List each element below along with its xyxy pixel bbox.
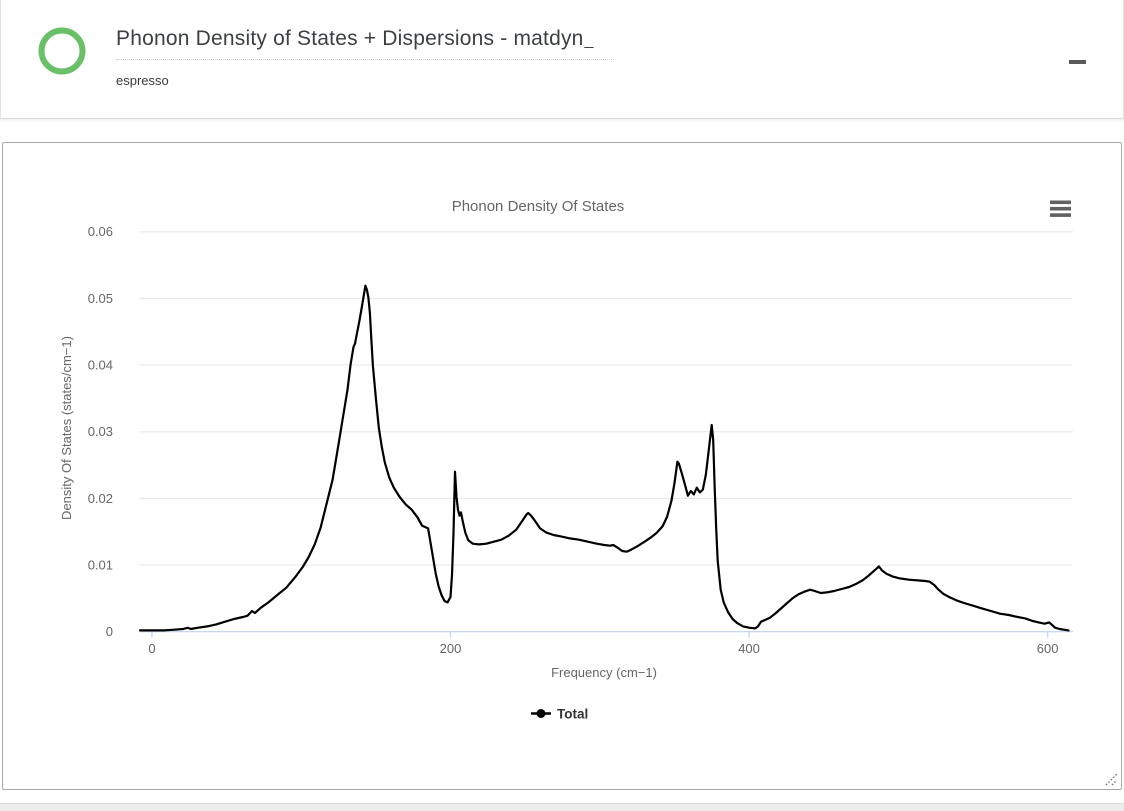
resize-handle-icon[interactable] <box>1104 772 1118 786</box>
y-axis-title: Density Of States (states/cm−1) <box>59 336 74 520</box>
app-subtitle: espresso <box>116 73 169 88</box>
green-ring-logo-icon <box>38 27 86 75</box>
svg-text:0: 0 <box>106 624 113 639</box>
series-line-total[interactable] <box>138 284 1070 632</box>
svg-text:0.06: 0.06 <box>88 224 113 239</box>
x-axis-tick-labels: 0 200 400 600 <box>148 641 1058 656</box>
svg-text:0: 0 <box>148 641 155 656</box>
bottom-bar <box>0 803 1124 811</box>
svg-text:400: 400 <box>738 641 760 656</box>
legend-item-total[interactable]: Total <box>531 707 588 722</box>
svg-text:0.01: 0.01 <box>88 558 113 573</box>
x-axis-title: Frequency (cm−1) <box>551 665 657 680</box>
chart-title: Phonon Density Of States <box>452 198 625 215</box>
hamburger-menu-icon[interactable] <box>1050 200 1071 217</box>
x-axis-line-and-ticks <box>140 631 1073 638</box>
app-title[interactable]: Phonon Density of States + Dispersions -… <box>116 27 584 50</box>
svg-text:200: 200 <box>440 641 462 656</box>
svg-text:0.04: 0.04 <box>88 358 113 373</box>
chart-panel: Phonon Density Of States 0 0.01 0.02 0.03 0.… <box>2 142 1122 790</box>
legend-marker-point <box>536 709 546 718</box>
gridlines <box>140 231 1073 566</box>
legend-label: Total <box>557 707 588 722</box>
title-cursor: _ <box>584 32 594 49</box>
phonon-dos-chart[interactable]: Phonon Density Of States 0 0.01 0.02 0.03 0.… <box>3 143 1121 789</box>
header-text-block: Phonon Density of States + Dispersions -… <box>116 27 614 88</box>
y-axis-tick-labels: 0 0.01 0.02 0.03 0.04 0.05 0.06 <box>88 224 113 639</box>
app-header: Phonon Density of States + Dispersions -… <box>0 0 1124 119</box>
title-field[interactable]: Phonon Density of States + Dispersions -… <box>116 27 614 60</box>
svg-text:0.02: 0.02 <box>88 491 113 506</box>
minimize-dash-icon <box>1068 60 1086 64</box>
svg-text:0.05: 0.05 <box>88 291 113 306</box>
minimize-button[interactable] <box>1059 47 1095 77</box>
svg-text:600: 600 <box>1037 641 1059 656</box>
svg-text:0.03: 0.03 <box>88 424 113 439</box>
